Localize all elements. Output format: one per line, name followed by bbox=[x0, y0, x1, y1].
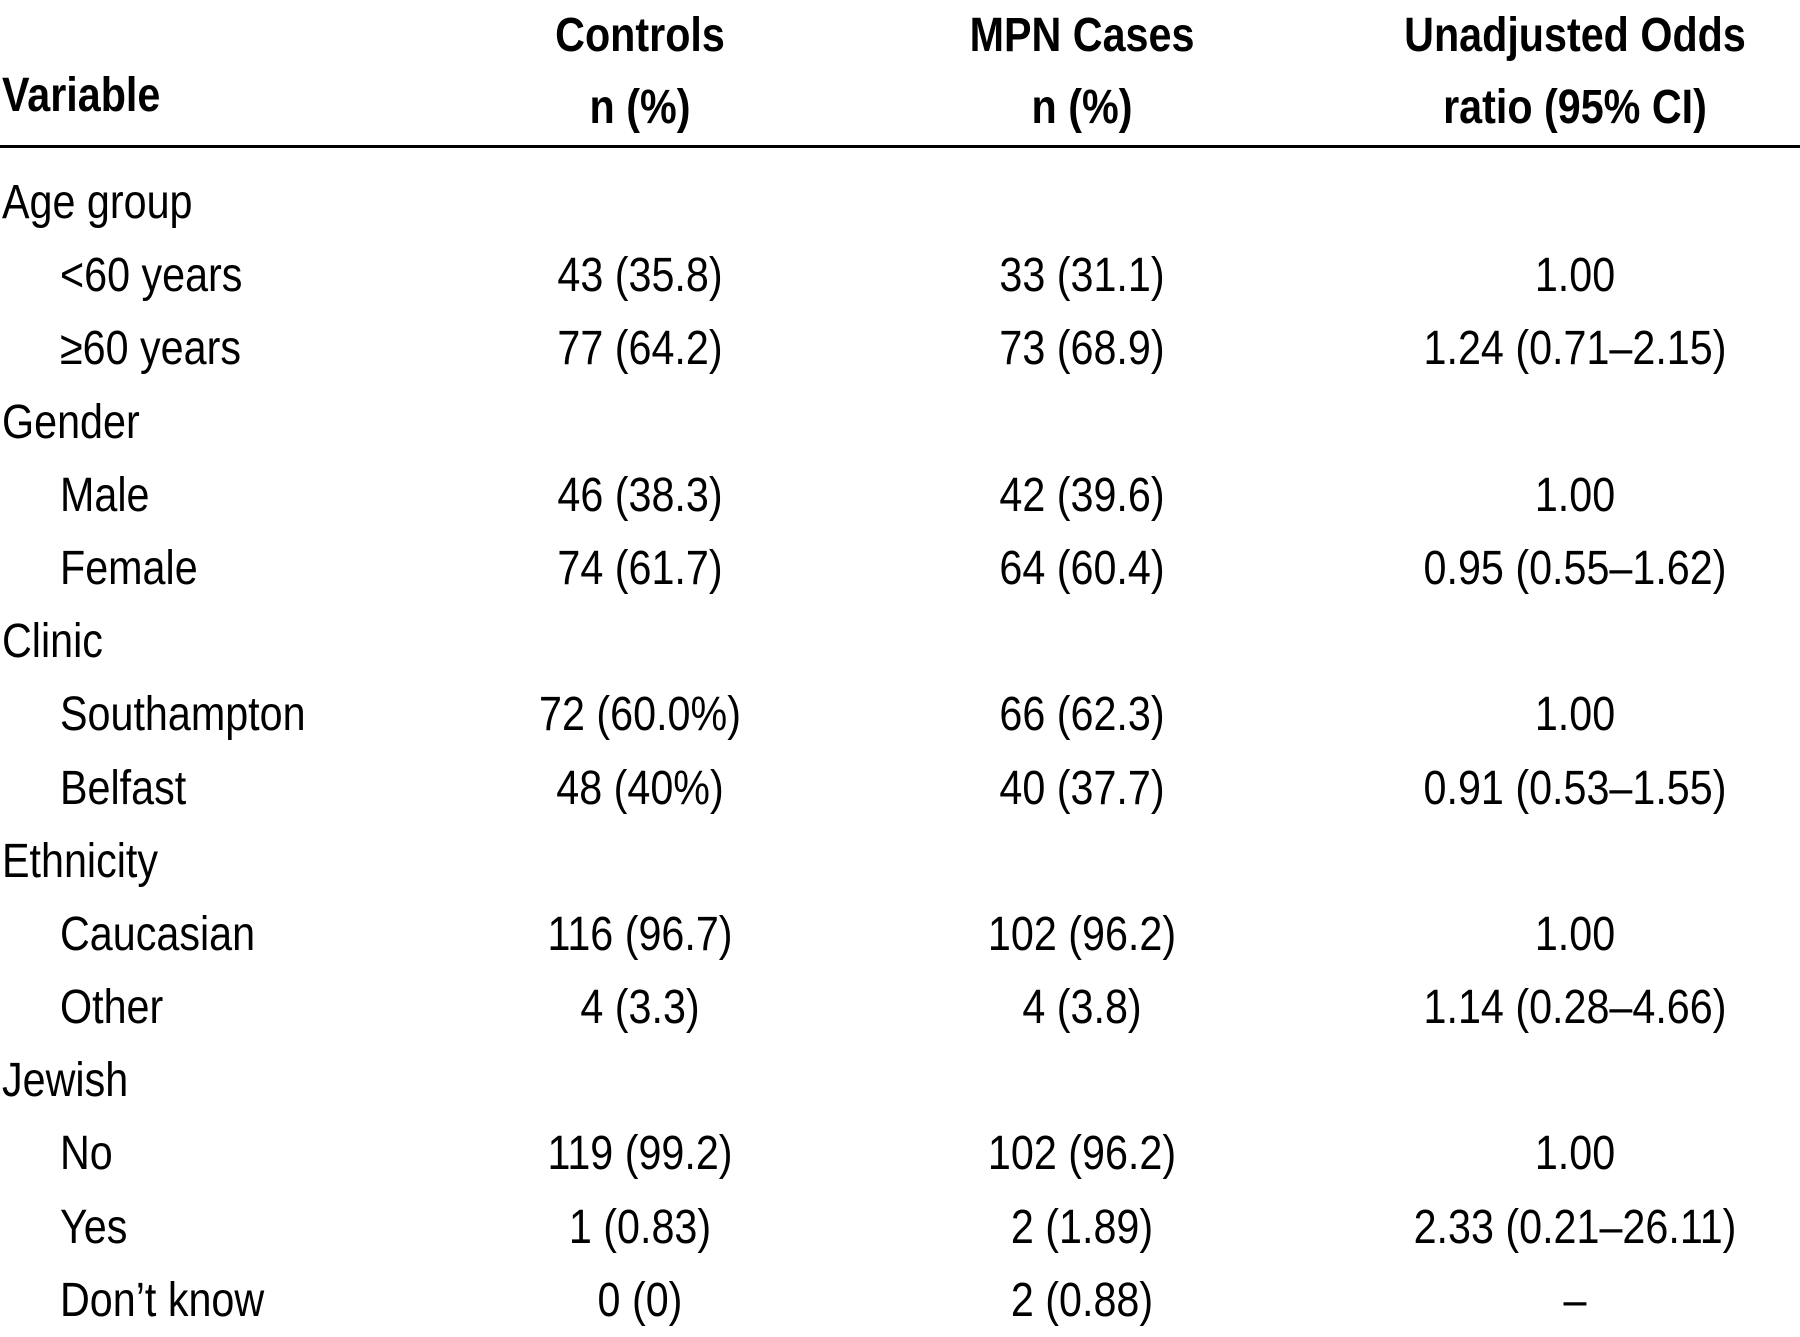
header-odds-ratio: Unadjusted Odds ratio (95% CI) bbox=[1386, 0, 1764, 140]
row-label: Ethnicity bbox=[2, 834, 159, 888]
odds-value: 1.00 bbox=[1534, 688, 1616, 742]
controls-value: 46 (38.3) bbox=[557, 468, 723, 522]
table-row: <60 years 43 (35.8) 33 (31.1) 1.00 bbox=[0, 239, 1800, 312]
table-row: Male 46 (38.3) 42 (39.6) 1.00 bbox=[0, 459, 1800, 532]
controls-value: 72 (60.0%) bbox=[539, 688, 741, 742]
row-label: Southampton bbox=[60, 688, 306, 742]
header-cases-title: MPN Cases bbox=[969, 9, 1195, 62]
cases-value: 73 (68.9) bbox=[999, 322, 1165, 376]
row-label: Caucasian bbox=[60, 907, 256, 961]
table-row: Ethnicity bbox=[0, 825, 1800, 898]
table-row: Belfast 48 (40%) 40 (37.7) 0.91 (0.53–1.… bbox=[0, 752, 1800, 825]
header-controls-unit: n (%) bbox=[589, 81, 691, 134]
row-label: Female bbox=[60, 541, 198, 595]
row-label: Gender bbox=[2, 395, 140, 449]
cases-value: 33 (31.1) bbox=[999, 249, 1165, 303]
controls-value: 77 (64.2) bbox=[557, 322, 723, 376]
header-variable-label: Variable bbox=[2, 69, 161, 122]
odds-value: 1.00 bbox=[1534, 249, 1616, 303]
header-controls: Controls n (%) bbox=[494, 0, 786, 140]
table-row: No 119 (99.2) 102 (96.2) 1.00 bbox=[0, 1117, 1800, 1190]
controls-value: 48 (40%) bbox=[556, 761, 724, 815]
odds-value: 1.00 bbox=[1534, 907, 1616, 961]
row-label: <60 years bbox=[60, 249, 243, 303]
controls-value: 0 (0) bbox=[597, 1273, 683, 1327]
row-label: ≥60 years bbox=[60, 322, 241, 376]
header-variable: Variable bbox=[2, 0, 160, 140]
controls-value: 1 (0.83) bbox=[568, 1200, 712, 1254]
controls-value: 116 (96.7) bbox=[547, 907, 733, 961]
row-label: Yes bbox=[60, 1200, 128, 1254]
table-row: Other 4 (3.3) 4 (3.8) 1.14 (0.28–4.66) bbox=[0, 971, 1800, 1044]
controls-value: 74 (61.7) bbox=[557, 541, 723, 595]
cases-value: 64 (60.4) bbox=[999, 541, 1165, 595]
header-controls-title: Controls bbox=[555, 9, 725, 62]
controls-value: 43 (35.8) bbox=[557, 249, 723, 303]
controls-value: 119 (99.2) bbox=[547, 1127, 733, 1181]
header-odds-title: Unadjusted Odds bbox=[1404, 9, 1746, 62]
odds-value: 0.95 (0.55–1.62) bbox=[1423, 541, 1727, 595]
table-row: Jewish bbox=[0, 1044, 1800, 1117]
cases-value: 4 (3.8) bbox=[1022, 981, 1142, 1035]
odds-value: 2.33 (0.21–26.11) bbox=[1413, 1200, 1737, 1254]
row-label: No bbox=[60, 1127, 113, 1181]
controls-value: 4 (3.3) bbox=[580, 981, 700, 1035]
header-cases: MPN Cases n (%) bbox=[936, 0, 1228, 140]
odds-value: 1.14 (0.28–4.66) bbox=[1423, 981, 1727, 1035]
table-row: Caucasian 116 (96.7) 102 (96.2) 1.00 bbox=[0, 898, 1800, 971]
header-odds-unit: ratio (95% CI) bbox=[1443, 81, 1707, 134]
table-row: ≥60 years 77 (64.2) 73 (68.9) 1.24 (0.71… bbox=[0, 312, 1800, 385]
table-row: Southampton 72 (60.0%) 66 (62.3) 1.00 bbox=[0, 678, 1800, 751]
cases-value: 66 (62.3) bbox=[999, 688, 1165, 742]
row-label: Clinic bbox=[2, 615, 103, 669]
table-row: Gender bbox=[0, 386, 1800, 459]
table-row: Yes 1 (0.83) 2 (1.89) 2.33 (0.21–26.11) bbox=[0, 1191, 1800, 1264]
table-row: Clinic bbox=[0, 605, 1800, 678]
row-label: Don’t know bbox=[60, 1273, 265, 1327]
header-divider bbox=[0, 145, 1800, 148]
header-cases-unit: n (%) bbox=[1031, 81, 1133, 134]
table-row: Don’t know 0 (0) 2 (0.88) – bbox=[0, 1264, 1800, 1337]
odds-value: – bbox=[1563, 1273, 1587, 1327]
odds-value: 1.00 bbox=[1534, 468, 1616, 522]
cases-value: 2 (1.89) bbox=[1010, 1200, 1154, 1254]
row-label: Male bbox=[60, 468, 150, 522]
cases-value: 102 (96.2) bbox=[987, 1127, 1177, 1181]
cases-value: 2 (0.88) bbox=[1010, 1273, 1154, 1327]
row-label: Belfast bbox=[60, 761, 187, 815]
cases-value: 102 (96.2) bbox=[987, 907, 1177, 961]
odds-value: 1.24 (0.71–2.15) bbox=[1423, 322, 1727, 376]
cases-value: 42 (39.6) bbox=[999, 468, 1165, 522]
row-label: Age group bbox=[2, 176, 193, 229]
odds-value: 0.91 (0.53–1.55) bbox=[1423, 761, 1727, 815]
table-body: Age group <60 years 43 (35.8) 33 (31.1) … bbox=[0, 166, 1800, 1337]
row-label: Other bbox=[60, 981, 164, 1035]
odds-value: 1.00 bbox=[1534, 1127, 1616, 1181]
table-row: Age group bbox=[0, 166, 1800, 239]
table-row: Female 74 (61.7) 64 (60.4) 0.95 (0.55–1.… bbox=[0, 532, 1800, 605]
row-label: Jewish bbox=[2, 1054, 129, 1108]
cases-value: 40 (37.7) bbox=[999, 761, 1165, 815]
table-header: Variable Controls n (%) MPN Cases n (%) … bbox=[0, 0, 1800, 146]
